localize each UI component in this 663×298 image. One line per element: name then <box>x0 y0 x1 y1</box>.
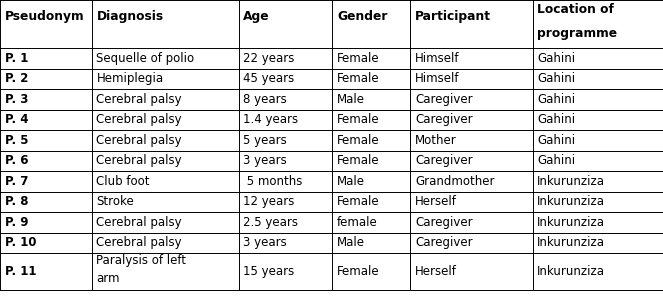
Text: Gahini: Gahini <box>537 72 575 85</box>
Text: Inkurunziza: Inkurunziza <box>537 236 605 249</box>
Text: P. 2: P. 2 <box>5 72 28 85</box>
Text: Cerebral palsy: Cerebral palsy <box>97 154 182 167</box>
Text: programme: programme <box>537 27 617 40</box>
Text: Inkurunziza: Inkurunziza <box>537 265 605 278</box>
Text: Mother: Mother <box>415 134 457 147</box>
Text: Male: Male <box>337 236 365 249</box>
Text: Caregiver: Caregiver <box>415 93 473 106</box>
Text: Cerebral palsy: Cerebral palsy <box>97 216 182 229</box>
Text: P. 1: P. 1 <box>5 52 28 65</box>
Text: Male: Male <box>337 93 365 106</box>
Text: Female: Female <box>337 154 380 167</box>
Text: Female: Female <box>337 195 380 208</box>
Text: Cerebral palsy: Cerebral palsy <box>97 236 182 249</box>
Text: P. 8: P. 8 <box>5 195 28 208</box>
Text: Sequelle of polio: Sequelle of polio <box>97 52 195 65</box>
Text: 2.5 years: 2.5 years <box>243 216 298 229</box>
Text: Male: Male <box>337 175 365 188</box>
Text: Caregiver: Caregiver <box>415 236 473 249</box>
Text: Himself: Himself <box>415 72 459 85</box>
Text: Cerebral palsy: Cerebral palsy <box>97 93 182 106</box>
Text: P. 5: P. 5 <box>5 134 28 147</box>
Text: Location of: Location of <box>537 3 614 15</box>
Text: P. 6: P. 6 <box>5 154 28 167</box>
Text: Herself: Herself <box>415 265 457 278</box>
Text: Gahini: Gahini <box>537 154 575 167</box>
Text: 12 years: 12 years <box>243 195 294 208</box>
Text: Himself: Himself <box>415 52 459 65</box>
Text: Caregiver: Caregiver <box>415 113 473 126</box>
Text: Participant: Participant <box>415 10 491 23</box>
Text: P. 10: P. 10 <box>5 236 36 249</box>
Text: P. 4: P. 4 <box>5 113 28 126</box>
Text: Caregiver: Caregiver <box>415 216 473 229</box>
Text: 3 years: 3 years <box>243 236 287 249</box>
Text: Inkurunziza: Inkurunziza <box>537 175 605 188</box>
Text: Paralysis of left: Paralysis of left <box>97 254 186 266</box>
Text: Herself: Herself <box>415 195 457 208</box>
Text: P. 9: P. 9 <box>5 216 28 229</box>
Text: Club foot: Club foot <box>97 175 150 188</box>
Text: arm: arm <box>97 272 120 285</box>
Text: 8 years: 8 years <box>243 93 287 106</box>
Text: Female: Female <box>337 134 380 147</box>
Text: P. 7: P. 7 <box>5 175 28 188</box>
Text: Cerebral palsy: Cerebral palsy <box>97 113 182 126</box>
Text: 5 years: 5 years <box>243 134 287 147</box>
Text: 15 years: 15 years <box>243 265 294 278</box>
Text: Gender: Gender <box>337 10 388 23</box>
Text: Gahini: Gahini <box>537 93 575 106</box>
Text: Caregiver: Caregiver <box>415 154 473 167</box>
Text: P. 3: P. 3 <box>5 93 28 106</box>
Text: Female: Female <box>337 265 380 278</box>
Text: Stroke: Stroke <box>97 195 134 208</box>
Text: Inkurunziza: Inkurunziza <box>537 195 605 208</box>
Text: 5 months: 5 months <box>243 175 303 188</box>
Text: Grandmother: Grandmother <box>415 175 495 188</box>
Text: Cerebral palsy: Cerebral palsy <box>97 134 182 147</box>
Text: Pseudonym: Pseudonym <box>5 10 84 23</box>
Text: Gahini: Gahini <box>537 113 575 126</box>
Text: Gahini: Gahini <box>537 52 575 65</box>
Text: 3 years: 3 years <box>243 154 287 167</box>
Text: Female: Female <box>337 72 380 85</box>
Text: 1.4 years: 1.4 years <box>243 113 298 126</box>
Text: P. 11: P. 11 <box>5 265 36 278</box>
Text: Hemiplegia: Hemiplegia <box>97 72 164 85</box>
Text: Female: Female <box>337 52 380 65</box>
Text: Diagnosis: Diagnosis <box>97 10 164 23</box>
Text: Gahini: Gahini <box>537 134 575 147</box>
Text: Female: Female <box>337 113 380 126</box>
Text: 45 years: 45 years <box>243 72 294 85</box>
Text: Inkurunziza: Inkurunziza <box>537 216 605 229</box>
Text: female: female <box>337 216 378 229</box>
Text: Age: Age <box>243 10 270 23</box>
Text: 22 years: 22 years <box>243 52 294 65</box>
